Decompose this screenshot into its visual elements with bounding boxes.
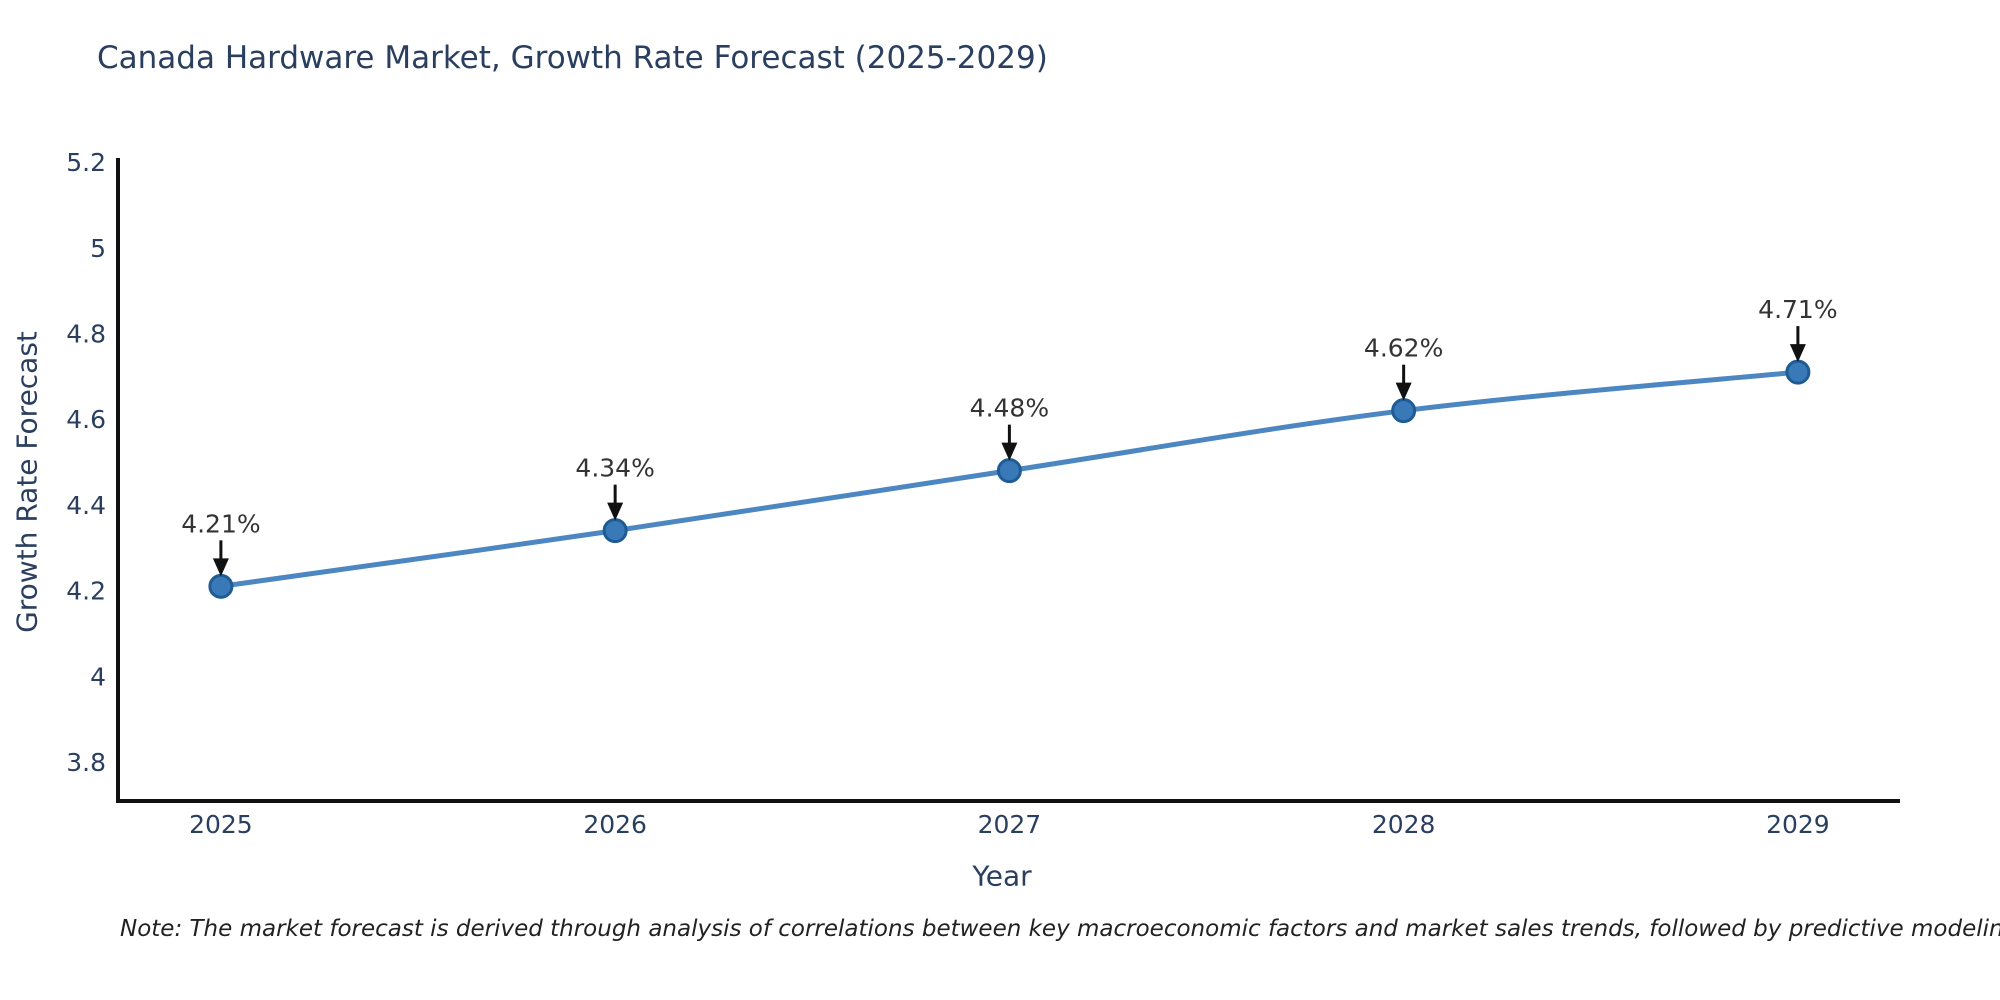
data-point-marker[interactable] — [208, 573, 234, 599]
chart-title: Canada Hardware Market, Growth Rate Fore… — [97, 40, 1048, 76]
annotation-label: 4.48% — [970, 394, 1049, 423]
y-tick-label: 5.2 — [66, 148, 106, 177]
annotation-arrowhead-icon — [607, 502, 624, 521]
y-tick-label: 4.4 — [66, 491, 106, 520]
data-point-marker[interactable] — [996, 458, 1022, 484]
y-tick-label: 4.8 — [66, 320, 106, 349]
annotation-label: 4.21% — [181, 509, 260, 538]
annotation-label: 4.71% — [1758, 295, 1837, 324]
annotation-arrowhead-icon — [1001, 442, 1018, 461]
annotation-label: 4.62% — [1364, 334, 1443, 363]
data-point-marker[interactable] — [1785, 359, 1811, 385]
x-tick-label: 2028 — [1372, 810, 1436, 839]
footnote: Note: The market forecast is derived thr… — [120, 916, 2000, 942]
x-axis-title: Year — [972, 859, 1032, 893]
x-tick-label: 2029 — [1766, 810, 1830, 839]
x-tick-label: 2026 — [583, 810, 647, 839]
annotation-arrowhead-icon — [1395, 382, 1412, 401]
y-tick-label: 4 — [90, 662, 106, 691]
data-point-marker[interactable] — [602, 518, 628, 544]
y-tick-label: 4.2 — [66, 577, 106, 606]
x-tick-label: 2025 — [189, 810, 253, 839]
y-tick-label: 4.6 — [66, 405, 106, 434]
y-tick-label: 5 — [90, 234, 106, 263]
annotation-label: 4.34% — [575, 454, 654, 483]
y-tick-label: 3.8 — [66, 748, 106, 777]
annotation-arrowhead-icon — [1789, 344, 1806, 363]
data-point-marker[interactable] — [1391, 398, 1417, 424]
annotation-arrowhead-icon — [212, 558, 229, 577]
x-tick-label: 2027 — [978, 810, 1042, 839]
